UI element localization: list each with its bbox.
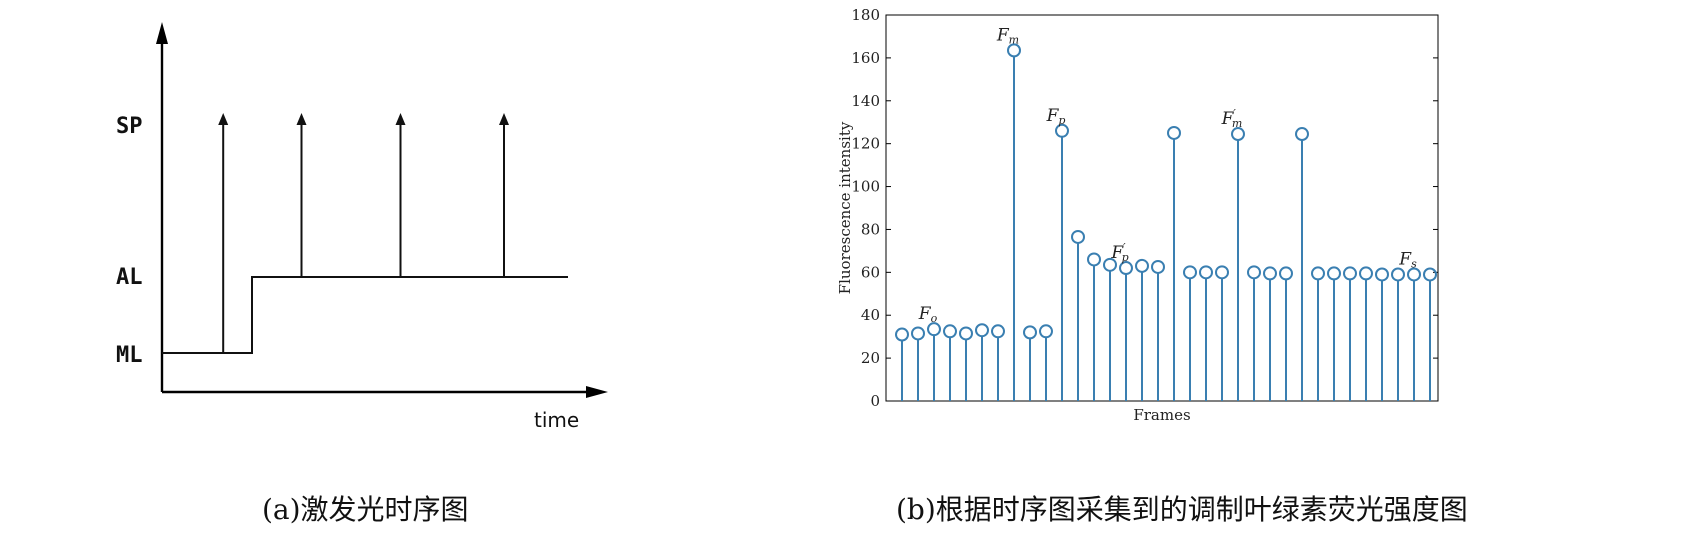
pulse-arrowhead-1 (218, 113, 229, 125)
data-point (1167, 125, 1181, 140)
y-tick-label: 180 (851, 6, 880, 24)
level-label-al: AL (116, 265, 143, 290)
annotation-label: F′ m (1221, 107, 1243, 130)
data-point (975, 323, 989, 338)
data-annotations: Fo Fm Fp F′ p F′ m Fs (918, 25, 1417, 325)
data-point (1023, 325, 1037, 340)
data-point (1295, 127, 1309, 142)
data-point (895, 327, 909, 342)
level-label-ml: ML (116, 343, 143, 368)
data-point (1135, 258, 1149, 273)
annotation-label: Fm (996, 25, 1019, 46)
annotation-label: Fp (1046, 106, 1066, 127)
y-axis-title: Fluorescence intensity (836, 121, 854, 294)
data-stems (895, 43, 1437, 401)
level-label-sp: SP (116, 114, 143, 139)
data-point (1327, 266, 1341, 281)
pulse-arrowhead-2 (296, 113, 307, 125)
data-point (1151, 259, 1165, 274)
data-point (1247, 265, 1261, 280)
x-axis-label: time (534, 408, 579, 432)
timing-diagram-chart: SP AL ML time (116, 22, 608, 432)
annotation-label: F′ p (1110, 241, 1128, 264)
data-point (1215, 265, 1229, 280)
data-point (1391, 267, 1405, 282)
light-level-signal (162, 276, 568, 354)
fluorescence-panel: 0 20 40 60 80 100 120 140 160 180 Fo Fm Fp F′ p F′ m Fs … (836, 0, 1692, 534)
data-point (1199, 265, 1213, 280)
data-point (1087, 252, 1101, 267)
data-point (1231, 127, 1245, 142)
y-tick-label: 100 (851, 178, 880, 196)
data-point (991, 324, 1005, 339)
data-point (1263, 266, 1277, 281)
data-point (911, 326, 925, 341)
y-axis-ticks: 0 20 40 60 80 100 120 140 160 180 (851, 6, 1438, 410)
data-point (943, 324, 957, 339)
timing-diagram-panel: SP AL ML time (a)激发光时序图 (116, 22, 608, 526)
y-tick-label: 0 (870, 392, 880, 410)
data-point (959, 326, 973, 341)
annotation-label: Fs (1398, 249, 1417, 270)
data-point (1071, 229, 1085, 244)
y-axis-arrow (156, 22, 168, 44)
data-point (1311, 266, 1325, 281)
y-tick-label: 60 (861, 263, 880, 281)
y-tick-label: 140 (851, 92, 880, 110)
data-point (1039, 324, 1053, 339)
data-point (1279, 266, 1293, 281)
data-point (1423, 267, 1437, 282)
annotation-label: Fo (918, 304, 938, 325)
y-tick-label: 40 (861, 306, 880, 324)
pulse-arrowhead-4 (499, 113, 509, 125)
x-axis-title: Frames (1133, 406, 1190, 424)
data-point (927, 322, 941, 337)
data-point (1183, 265, 1197, 280)
data-point (1103, 257, 1117, 272)
data-point (1375, 267, 1389, 282)
data-point (1119, 261, 1133, 276)
panel-a-caption: (a)激发光时序图 (262, 493, 469, 526)
panel-b-caption: (b)根据时序图采集到的调制叶绿素荧光强度图 (896, 493, 1468, 526)
y-tick-label: 120 (851, 135, 880, 153)
x-axis-arrow (586, 386, 608, 398)
y-tick-label: 160 (851, 49, 880, 67)
data-point (1007, 43, 1021, 58)
data-point (1359, 266, 1373, 281)
pulse-arrowhead-3 (395, 113, 406, 125)
y-tick-label: 20 (861, 349, 880, 367)
y-tick-label: 80 (861, 220, 880, 238)
data-point (1055, 123, 1069, 138)
data-point (1343, 266, 1357, 281)
plot-frame (885, 14, 1439, 402)
saturation-pulses (218, 113, 509, 353)
data-point (1407, 267, 1421, 282)
